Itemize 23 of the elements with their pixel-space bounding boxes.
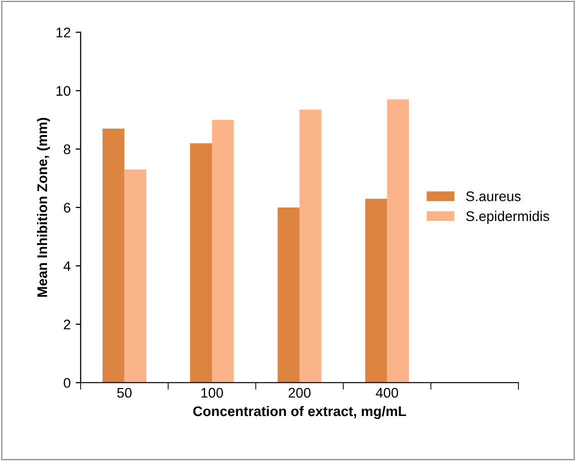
bar <box>212 120 234 383</box>
y-axis-title: Mean Inhibition Zone, (mm) <box>36 118 50 297</box>
x-tick-label: 400 <box>376 388 398 398</box>
bar <box>190 143 212 383</box>
y-tick-label: 12 <box>56 28 70 38</box>
y-tick-label: 8 <box>64 144 70 154</box>
y-tick-label: 2 <box>64 320 70 330</box>
x-tick-label: 100 <box>201 388 224 398</box>
y-tick-label: 0 <box>64 378 70 388</box>
bar <box>278 207 300 383</box>
y-tick-label: 4 <box>64 261 71 271</box>
x-tick-label: 50 <box>117 388 132 398</box>
x-tick-label: 200 <box>288 388 311 398</box>
bar <box>300 110 322 383</box>
bar <box>102 128 124 383</box>
x-axis-title: Concentration of extract, mg/mL <box>193 406 406 419</box>
y-tick-label: 6 <box>64 202 70 213</box>
legend-label: S.aureus <box>466 191 521 202</box>
y-tick-label: 10 <box>56 86 70 96</box>
bar <box>387 99 409 383</box>
bar <box>124 169 146 383</box>
bar <box>365 198 388 383</box>
legend-label: S.epidermidis <box>466 210 550 224</box>
